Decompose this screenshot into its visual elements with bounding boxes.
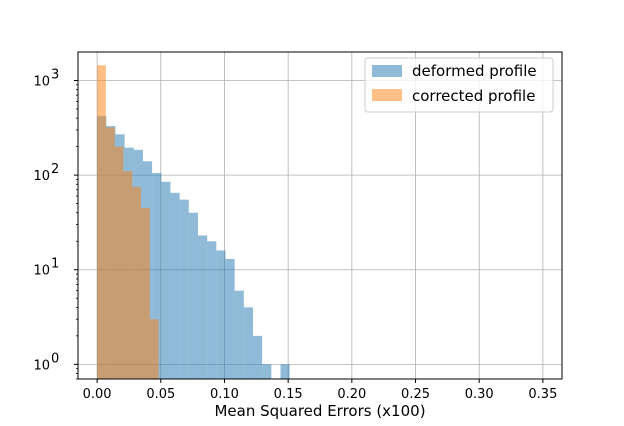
bar-deformed-18	[262, 364, 272, 379]
bar-deformed-7	[161, 181, 171, 379]
bar-deformed-17	[253, 335, 263, 379]
y-tick-label-3: 10	[33, 74, 50, 89]
x-tick-label-1: 0.05	[146, 387, 175, 402]
bar-corrected-1	[105, 127, 115, 380]
bar-deformed-13	[216, 250, 226, 379]
bar-corrected-2	[114, 146, 124, 379]
x-tick-label-4: 0.20	[337, 387, 366, 402]
x-tick-label-5: 0.25	[401, 387, 430, 402]
bar-deformed-15	[234, 290, 244, 379]
x-tick-label-3: 0.15	[274, 387, 303, 402]
y-tick-label-exp-3: 3	[51, 67, 59, 82]
legend-box	[364, 57, 554, 113]
y-tick-label-exp-0: 0	[51, 351, 59, 366]
histogram-bars	[97, 65, 290, 380]
bar-deformed-16	[243, 307, 254, 379]
y-tick-label-exp-1: 1	[51, 257, 59, 272]
x-tick-label-2: 0.10	[210, 387, 239, 402]
y-tick-label-exp-2: 2	[51, 162, 59, 177]
bar-deformed-14	[225, 258, 235, 379]
bar-deformed-11	[197, 235, 208, 379]
bar-corrected-4	[132, 186, 142, 379]
legend-label-deformed: deformed profile	[412, 62, 537, 80]
bar-corrected-6	[149, 319, 159, 379]
bar-deformed-20	[280, 364, 290, 379]
bar-deformed-10	[188, 212, 198, 379]
bar-deformed-9	[179, 199, 189, 379]
bar-deformed-12	[207, 241, 217, 379]
x-tick-label-7: 0.35	[528, 387, 557, 402]
legend-swatch-deformed	[372, 65, 402, 77]
y-tick-label-2: 10	[33, 169, 50, 184]
legend-swatch-corrected	[372, 89, 402, 101]
plot-frame	[77, 51, 563, 380]
legend: deformed profile corrected profile	[364, 57, 554, 113]
bar-corrected-5	[141, 207, 150, 379]
bar-corrected-3	[123, 171, 133, 379]
legend-label-corrected: corrected profile	[412, 87, 535, 105]
y-tick-label-1: 10	[33, 264, 50, 279]
bar-deformed-6	[152, 173, 162, 379]
bar-corrected-0	[97, 65, 106, 379]
x-tick-label-0: 0.00	[83, 387, 112, 402]
x-tick-label-6: 0.30	[465, 387, 494, 402]
x-axis-title: Mean Squared Errors (x100)	[214, 402, 425, 420]
y-tick-label-0: 10	[33, 358, 50, 373]
x-axis: 0.00 0.05 0.10 0.15 0.20 0.25 0.30 0.35	[83, 379, 557, 402]
bar-deformed-8	[170, 192, 180, 379]
